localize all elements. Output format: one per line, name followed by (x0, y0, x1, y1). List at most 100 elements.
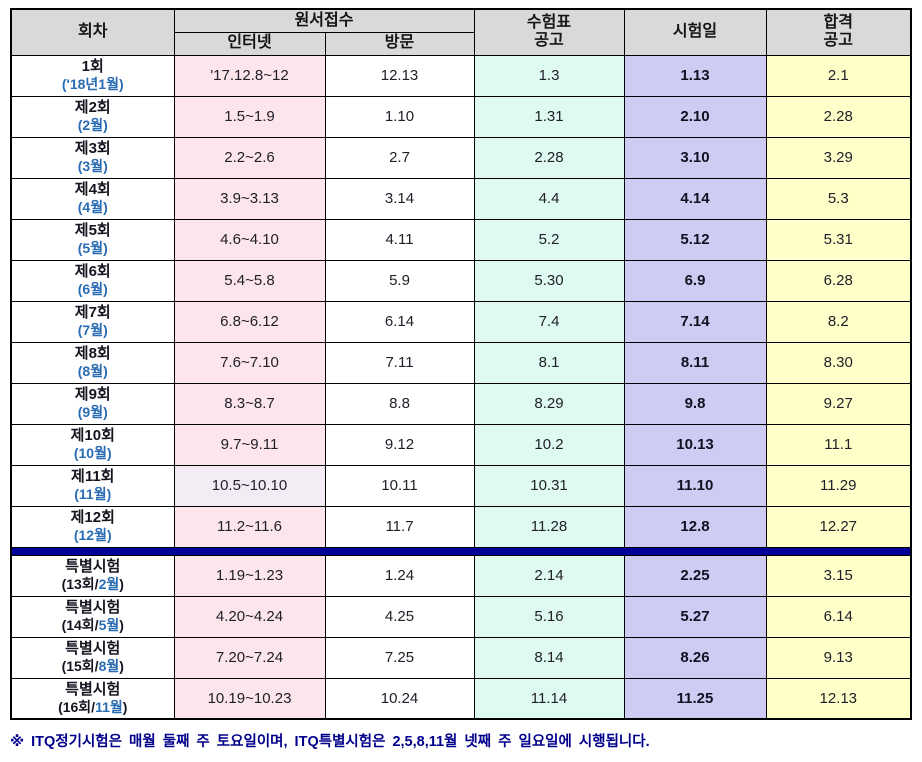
internet-application-cell: 11.2~11.6 (173, 505, 326, 548)
session-cell: 제5회 (5월) (10, 218, 175, 261)
session-name: 특별시험 (65, 599, 121, 617)
table-header: 회차 원서접수 수험표 공고 시험일 합격 공고 인터넷 방문 (10, 8, 912, 56)
pass-notice-cell: 5.31 (765, 218, 912, 261)
header-pass-line1: 합격 (823, 13, 853, 31)
internet-application-cell: 9.7~9.11 (173, 423, 326, 466)
exam-day-cell: 7.14 (623, 300, 767, 343)
session-cell: 제6회 (6월) (10, 259, 175, 302)
visit-application-cell: 11.7 (324, 505, 475, 548)
pass-notice-cell: 12.13 (765, 677, 912, 720)
table-row: 제4회 (4월) 3.9~3.13 3.14 4.4 4.14 5.3 (10, 177, 912, 220)
header-ticket-notice: 수험표 공고 (473, 8, 625, 56)
session-month-value: 8월 (98, 658, 120, 675)
session-month: (8월) (14, 363, 172, 380)
exam-day-cell: 2.10 (623, 95, 767, 138)
internet-application-cell: 1.19~1.23 (173, 554, 326, 597)
visit-application-cell: 1.24 (324, 554, 475, 597)
visit-application-cell: 3.14 (324, 177, 475, 220)
exam-day-cell: 1.13 (623, 54, 767, 97)
visit-application-cell: 12.13 (324, 54, 475, 97)
internet-application-cell: 4.20~4.24 (173, 595, 326, 638)
table-row: 특별시험 (16회/11월) 10.19~10.23 10.24 11.14 1… (10, 677, 912, 720)
session-name: 제4회 (74, 181, 111, 199)
session-name: 제2회 (74, 99, 111, 117)
visit-application-cell: 4.11 (324, 218, 475, 261)
pass-notice-cell: 9.13 (765, 636, 912, 679)
session-cell: 제8회 (8월) (10, 341, 175, 384)
table-row: 제7회 (7월) 6.8~6.12 6.14 7.4 7.14 8.2 (10, 300, 912, 343)
table-row: 특별시험 (13회/2월) 1.19~1.23 1.24 2.14 2.25 3… (10, 554, 912, 597)
exam-schedule-table: 회차 원서접수 수험표 공고 시험일 합격 공고 인터넷 방문 1회 ('18년1월… (10, 8, 913, 720)
header-pass-line2: 공고 (823, 32, 853, 50)
visit-application-cell: 2.7 (324, 136, 475, 179)
internet-application-cell: 5.4~5.8 (173, 259, 326, 302)
exam-day-cell: 11.25 (623, 677, 767, 720)
visit-application-cell: 5.9 (324, 259, 475, 302)
visit-application-cell: 10.11 (324, 464, 475, 507)
session-month: (14회/5월) (14, 617, 172, 634)
session-cell: 1회 ('18년1월) (10, 54, 175, 97)
table-row: 특별시험 (14회/5월) 4.20~4.24 4.25 5.16 5.27 6… (10, 595, 912, 638)
session-month-value: 5월 (98, 617, 120, 634)
exam-day-cell: 6.9 (623, 259, 767, 302)
visit-application-cell: 10.24 (324, 677, 475, 720)
internet-application-cell: 10.5~10.10 (173, 464, 326, 507)
ticket-notice-cell: 2.14 (473, 554, 625, 597)
visit-application-cell: 8.8 (324, 382, 475, 425)
ticket-notice-cell: 5.2 (473, 218, 625, 261)
session-month-value: (12월) (73, 527, 112, 544)
ticket-notice-cell: 8.1 (473, 341, 625, 384)
session-month-value: 11월 (95, 698, 123, 715)
session-month: (12월) (14, 527, 172, 544)
ticket-notice-cell: 5.16 (473, 595, 625, 638)
ticket-notice-cell: 1.3 (473, 54, 625, 97)
session-month-value: (4월) (77, 199, 108, 216)
session-cell: 제12회 (12월) (10, 505, 175, 548)
internet-application-cell: 7.6~7.10 (173, 341, 326, 384)
session-month-value: (11월) (74, 486, 112, 503)
table-row: 제11회 (11월) 10.5~10.10 10.11 10.31 11.10 … (10, 464, 912, 507)
session-month-prefix: (16회/ (58, 698, 96, 715)
internet-application-cell: 10.19~10.23 (173, 677, 326, 720)
internet-application-cell: 4.6~4.10 (173, 218, 326, 261)
ticket-notice-cell: 11.28 (473, 505, 625, 548)
table-row: 1회 ('18년1월) '17.12.8~12 12.13 1.3 1.13 2… (10, 54, 912, 97)
session-month: (10월) (14, 445, 172, 462)
ticket-notice-cell: 5.30 (473, 259, 625, 302)
internet-application-cell: 3.9~3.13 (173, 177, 326, 220)
exam-day-cell: 4.14 (623, 177, 767, 220)
visit-application-cell: 7.25 (324, 636, 475, 679)
internet-application-cell: 2.2~2.6 (173, 136, 326, 179)
pass-notice-cell: 9.27 (765, 382, 912, 425)
footnote: ※ ITQ정기시험은 매월 둘째 주 토요일이며, ITQ특별시험은 2,5,8… (10, 734, 650, 750)
pass-notice-cell: 2.1 (765, 54, 912, 97)
session-month: (5월) (14, 240, 172, 257)
visit-application-cell: 9.12 (324, 423, 475, 466)
table-row: 제5회 (5월) 4.6~4.10 4.11 5.2 5.12 5.31 (10, 218, 912, 261)
pass-notice-cell: 5.3 (765, 177, 912, 220)
exam-day-cell: 8.26 (623, 636, 767, 679)
session-month: ('18년1월) (14, 76, 172, 93)
visit-application-cell: 4.25 (324, 595, 475, 638)
header-exam-day: 시험일 (623, 8, 767, 56)
visit-application-cell: 6.14 (324, 300, 475, 343)
session-month-value: 2월 (98, 576, 120, 593)
pass-notice-cell: 2.28 (765, 95, 912, 138)
session-month-value: (6월) (77, 281, 108, 298)
header-pass-notice: 합격 공고 (765, 8, 912, 56)
session-name: 특별시험 (65, 680, 121, 698)
special-exam-separator (11, 546, 912, 556)
exam-day-cell: 9.8 (623, 382, 767, 425)
session-name: 제5회 (74, 222, 111, 240)
ticket-notice-cell: 1.31 (473, 95, 625, 138)
ticket-notice-cell: 10.2 (473, 423, 625, 466)
session-month: (2월) (14, 117, 172, 134)
internet-application-cell: 1.5~1.9 (173, 95, 326, 138)
internet-application-cell: 7.20~7.24 (173, 636, 326, 679)
pass-notice-cell: 11.1 (765, 423, 912, 466)
session-month-suffix: ) (119, 617, 124, 634)
pass-notice-cell: 3.15 (765, 554, 912, 597)
table-row: 제3회 (3월) 2.2~2.6 2.7 2.28 3.10 3.29 (10, 136, 912, 179)
exam-day-cell: 5.12 (623, 218, 767, 261)
